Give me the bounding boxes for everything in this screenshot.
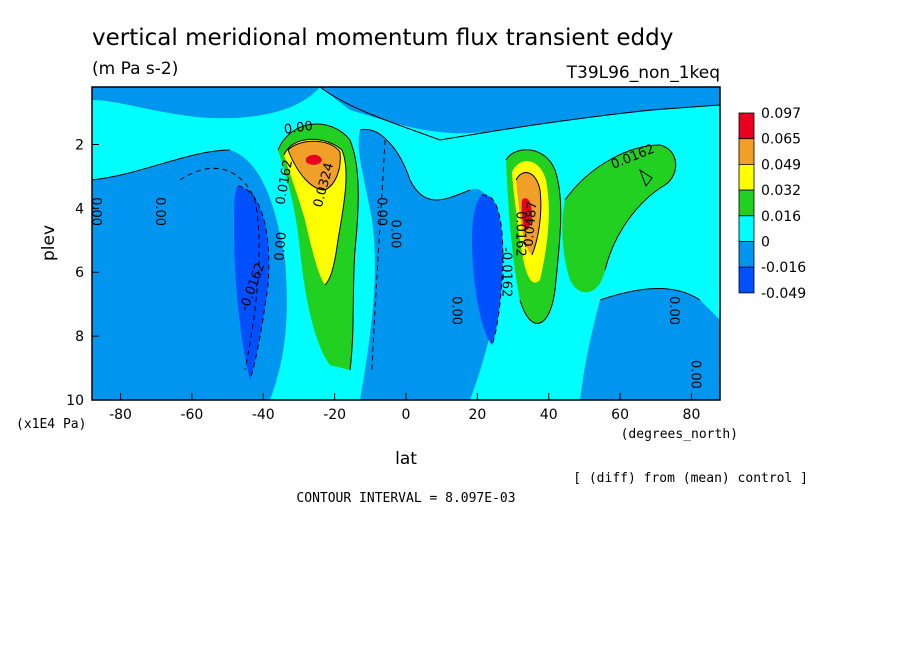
contour-line-dashed [179, 167, 260, 371]
contour-line [599, 288, 701, 301]
x-axis-ticks: -80 -60 -40 -20 0 20 40 60 80 [109, 393, 700, 423]
contour-label: 0.0487 [522, 201, 541, 248]
contour-line [319, 87, 720, 141]
equatorial-negative-region [358, 129, 501, 400]
filled-contours [92, 87, 720, 400]
legend-level-label: -0.016 [761, 260, 806, 276]
contour-label: 0.00 [88, 197, 103, 226]
diff-note: [ (diff) from (mean) control ] [573, 471, 808, 486]
contour-label: 0.00 [448, 296, 463, 325]
contour-line-dashed [237, 185, 270, 381]
contour-line [92, 149, 231, 181]
y-tick-label: 4 [75, 201, 84, 217]
legend-swatch [738, 266, 755, 294]
contour-line [564, 144, 677, 271]
contour-line [359, 128, 471, 201]
upper-negative-band [320, 87, 720, 134]
sh-positive-core [306, 154, 322, 165]
legend-swatch [738, 163, 755, 191]
contour-line [287, 140, 341, 191]
equatorial-negative-core [472, 194, 503, 345]
x-tick-label: 60 [611, 407, 629, 423]
chart-units: (m Pa s-2) [92, 59, 178, 79]
contour-label: 0.00 [373, 197, 388, 226]
x-axis-units: (degrees_north) [621, 427, 738, 442]
contour-label: 0.00 [152, 197, 167, 226]
legend-swatch [738, 138, 755, 165]
y-axis-label: plev [39, 225, 59, 261]
color-legend: 0.097 0.065 0.049 0.032 0.016 0 -0.016 -0.049 [738, 106, 806, 302]
y-tick-label: 10 [66, 393, 84, 409]
legend-swatch [738, 112, 755, 140]
run-label: T39L96_non_1keq [566, 63, 720, 83]
nh-positive-outer-band [562, 145, 676, 293]
contour-label: -0.0162 [498, 247, 513, 297]
x-tick-label: -40 [252, 407, 275, 423]
x-tick-label: -20 [323, 407, 346, 423]
upper-left-negative-region [92, 87, 320, 119]
contour-line-dashed [371, 139, 386, 371]
contour-line [277, 123, 359, 371]
contour-interval-note: CONTOUR INTERVAL = 8.097E-03 [296, 491, 515, 506]
legend-level-label: 0.049 [761, 157, 801, 173]
contour-label: 0.0162 [513, 211, 528, 257]
legend-swatch [738, 241, 755, 268]
contour-label: 0.00 [687, 360, 702, 389]
x-axis-label: lat [395, 449, 417, 469]
contour-label: 0.00 [388, 219, 403, 248]
contour-line-dashed [481, 194, 504, 346]
contour-label: 0.00 [666, 296, 681, 325]
x-tick-label: -60 [180, 407, 203, 423]
y-tick-label: 2 [75, 137, 84, 153]
contour-line [505, 149, 562, 324]
x-tick-label: 80 [683, 407, 701, 423]
legend-level-label: 0.016 [761, 209, 801, 225]
contour-line [283, 138, 347, 286]
legend-level-label: 0 [761, 235, 770, 251]
y-tick-label: 8 [75, 329, 84, 345]
x-tick-label: 20 [468, 407, 486, 423]
y-tick-label: 6 [75, 265, 84, 281]
nh-positive-core [521, 198, 532, 231]
x-tick-label: 0 [402, 407, 411, 423]
nh-lower-negative-region [580, 288, 720, 400]
sh-positive-orange [288, 141, 341, 190]
legend-level-label: -0.049 [761, 286, 806, 302]
legend-level-label: 0.032 [761, 183, 801, 199]
contour-label: 0.00 [283, 119, 314, 138]
contour-line [638, 168, 653, 188]
chart-title: vertical meridional momentum flux transi… [92, 25, 673, 51]
x-tick-label: 40 [540, 407, 558, 423]
x-tick-label: -80 [109, 407, 132, 423]
legend-swatch [738, 189, 755, 217]
legend-level-label: 0.097 [761, 106, 801, 122]
contour-line [515, 172, 542, 256]
contour-lines [92, 87, 720, 381]
y-axis-units: (x1E4 Pa) [16, 417, 86, 432]
y-axis-ticks: 2 4 6 8 10 [66, 137, 99, 409]
contour-label: 0.00 [272, 231, 289, 261]
legend-swatch [738, 215, 755, 242]
sh-negative-core [234, 186, 269, 380]
legend-level-label: 0.065 [761, 132, 801, 148]
